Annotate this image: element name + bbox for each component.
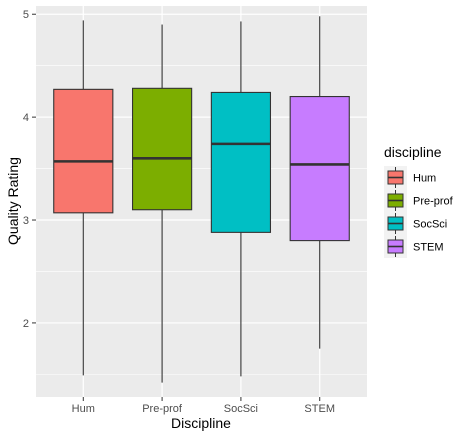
legend-label: STEM <box>413 242 444 254</box>
x-axis: Hum Pre-prof SocSci STEM <box>72 397 335 415</box>
y-tick-label: 5 <box>23 9 29 21</box>
legend-title: discipline <box>384 144 442 160</box>
y-axis: 2 3 4 5 <box>23 9 36 330</box>
legend-label: Hum <box>413 173 436 185</box>
box-iqr <box>131 87 193 211</box>
legend-label: Pre-prof <box>413 196 454 208</box>
box-iqr <box>210 91 272 233</box>
legend: discipline Hum Pre-prof SocSci STEM <box>384 144 454 258</box>
x-tick-label: SocSci <box>224 403 258 415</box>
x-axis-title: Discipline <box>171 415 231 431</box>
x-tick-label: STEM <box>304 403 335 415</box>
legend-key-hum: Hum <box>384 166 436 189</box>
legend-key-socsci: SocSci <box>384 212 447 235</box>
y-tick-label: 3 <box>23 215 29 227</box>
legend-key-pre-prof: Pre-prof <box>384 189 454 212</box>
legend-label: SocSci <box>413 219 447 231</box>
legend-key-stem: STEM <box>384 235 444 258</box>
box-iqr <box>53 88 114 214</box>
box-hum <box>53 20 114 376</box>
box-pre-prof <box>131 24 193 383</box>
box-group <box>53 16 350 383</box>
box-stem <box>289 16 350 349</box>
legend-keys: Hum Pre-prof SocSci STEM <box>384 166 454 258</box>
box-socsci <box>210 21 272 377</box>
box-iqr <box>289 95 350 242</box>
y-tick-label: 4 <box>23 112 29 124</box>
y-axis-title: Quality Rating <box>5 157 21 245</box>
y-tick-label: 2 <box>23 318 29 330</box>
x-tick-label: Pre-prof <box>142 403 183 415</box>
x-tick-label: Hum <box>72 403 95 415</box>
